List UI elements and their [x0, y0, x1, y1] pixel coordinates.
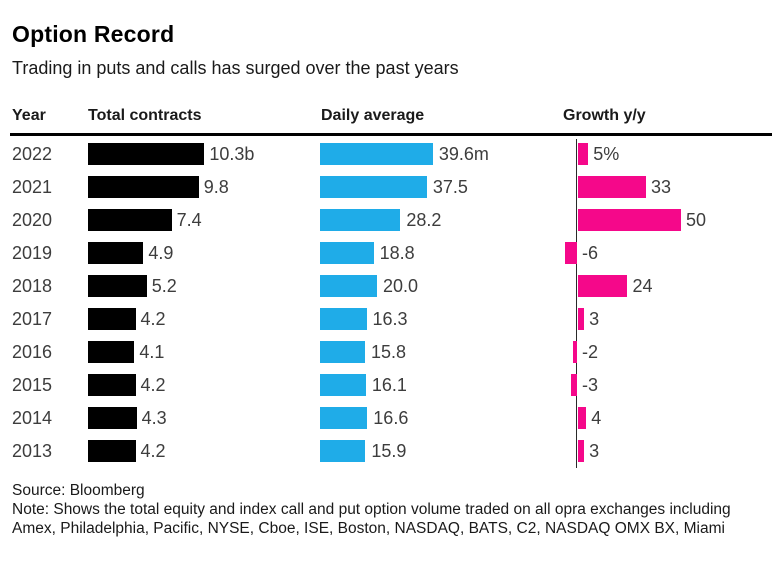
daily-average-bar: [320, 143, 433, 165]
daily-average-bar: [320, 374, 366, 396]
growth-bar: [570, 374, 577, 396]
daily-average-bar: [320, 407, 368, 429]
note-text: Note: Shows the total equity and index c…: [12, 501, 731, 537]
table-row: 2017 4.2 16.3 3: [0, 303, 782, 336]
year-label: 2013: [12, 441, 53, 461]
daily-average-value: 16.1: [371, 375, 407, 395]
table-row: 2022 10.3b 39.6m 5%: [0, 138, 782, 171]
chart-title: Option Record: [12, 21, 175, 47]
year-label: 2022: [12, 144, 53, 164]
growth-bar: [578, 308, 585, 330]
growth-bar: [572, 341, 577, 363]
daily-average-value: 20.0: [383, 276, 419, 296]
total-contracts-bar: [88, 374, 136, 396]
total-contracts-value: 4.1: [139, 342, 165, 362]
growth-value: 3: [589, 309, 600, 329]
total-contracts-bar: [88, 242, 144, 264]
daily-average-value: 16.6: [373, 408, 409, 428]
table-row: 2020 7.4 28.2 50: [0, 204, 782, 237]
total-contracts-bar: [88, 440, 136, 462]
total-contracts-value: 9.8: [203, 177, 229, 197]
daily-average-bar: [320, 308, 367, 330]
daily-average-bar: [320, 209, 401, 231]
growth-bar: [578, 176, 646, 198]
total-contracts-bar: [88, 341, 135, 363]
growth-value: 50: [686, 210, 707, 230]
growth-zero-axis: [576, 139, 577, 468]
total-contracts-value: 4.9: [148, 243, 174, 263]
daily-average-value: 39.6m: [438, 144, 489, 164]
year-label: 2018: [12, 276, 53, 296]
source-text: Source: Bloomberg: [12, 482, 145, 499]
daily-average-value: 37.5: [432, 177, 468, 197]
growth-bar: [578, 143, 589, 165]
total-contracts-bar: [88, 275, 147, 297]
growth-value: 4: [591, 408, 602, 428]
growth-value: -3: [582, 375, 599, 395]
daily-average-value: 15.8: [371, 342, 407, 362]
total-contracts-bar: [88, 407, 137, 429]
growth-value: 3: [589, 441, 600, 461]
growth-bar: [578, 440, 585, 462]
table-row: 2016 4.1 15.8 -2: [0, 336, 782, 369]
table-row: 2019 4.9 18.8 -6: [0, 237, 782, 270]
growth-bar: [578, 275, 628, 297]
year-label: 2019: [12, 243, 53, 263]
growth-value: -6: [582, 243, 599, 263]
year-label: 2014: [12, 408, 53, 428]
total-contracts-bar: [88, 176, 199, 198]
growth-bar: [578, 407, 587, 429]
col-header-daily-average: Daily average: [321, 107, 425, 124]
total-contracts-value: 4.2: [140, 309, 166, 329]
header-rule: [10, 133, 772, 136]
daily-average-value: 28.2: [406, 210, 442, 230]
col-header-total-contracts: Total contracts: [88, 107, 202, 124]
daily-average-bar: [320, 341, 365, 363]
year-label: 2015: [12, 375, 53, 395]
chart-footer: Source: Bloomberg Note: Shows the total …: [12, 482, 752, 538]
year-label: 2021: [12, 177, 53, 197]
total-contracts-value: 7.4: [176, 210, 202, 230]
table-row: 2015 4.2 16.1 -3: [0, 369, 782, 402]
table-row: 2018 5.2 20.0 24: [0, 270, 782, 303]
daily-average-bar: [320, 440, 366, 462]
total-contracts-value: 5.2: [151, 276, 177, 296]
growth-value: 5%: [593, 144, 620, 164]
growth-value: 33: [650, 177, 671, 197]
year-label: 2020: [12, 210, 53, 230]
total-contracts-value: 4.2: [140, 441, 166, 461]
chart-subtitle: Trading in puts and calls has surged ove…: [12, 58, 459, 78]
growth-bar: [564, 242, 578, 264]
col-header-year: Year: [12, 107, 46, 124]
table-row: 2013 4.2 15.9 3: [0, 435, 782, 468]
daily-average-value: 15.9: [371, 441, 407, 461]
table-row: 2021 9.8 37.5 33: [0, 171, 782, 204]
daily-average-bar: [320, 275, 377, 297]
year-label: 2016: [12, 342, 53, 362]
daily-average-bar: [320, 242, 374, 264]
total-contracts-value: 4.3: [141, 408, 167, 428]
year-label: 2017: [12, 309, 53, 329]
total-contracts-value: 4.2: [140, 375, 166, 395]
chart-rows: 2022 10.3b 39.6m 5% 2021 9.8 37.5 33 2020 7.4 28.2…: [0, 138, 782, 469]
table-row: 2014 4.3 16.6 4: [0, 402, 782, 435]
daily-average-bar: [320, 176, 427, 198]
daily-average-value: 18.8: [379, 243, 415, 263]
column-header-row: Year Total contracts Daily average Growt…: [0, 107, 782, 129]
daily-average-value: 16.3: [372, 309, 408, 329]
total-contracts-bar: [88, 143, 205, 165]
growth-value: -2: [582, 342, 599, 362]
total-contracts-bar: [88, 308, 136, 330]
total-contracts-bar: [88, 209, 172, 231]
total-contracts-value: 10.3b: [209, 144, 255, 164]
col-header-growth: Growth y/y: [563, 107, 646, 124]
growth-bar: [578, 209, 681, 231]
growth-value: 24: [632, 276, 653, 296]
